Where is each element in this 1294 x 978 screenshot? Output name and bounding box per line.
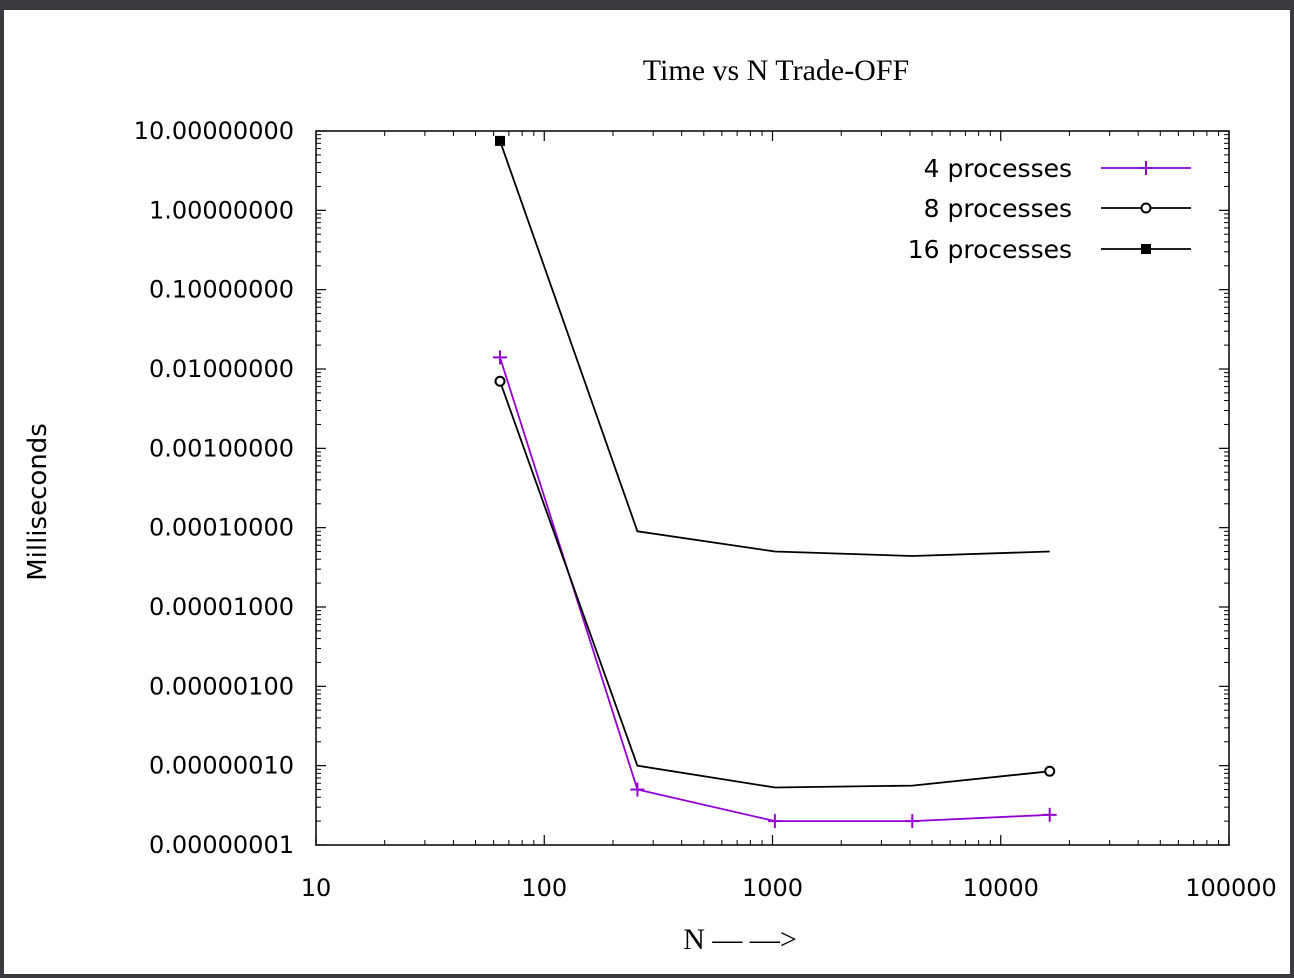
legend-marker-2 bbox=[1140, 202, 1152, 214]
plot-border bbox=[315, 130, 1230, 846]
legend-label-3: 16 processes bbox=[908, 235, 1072, 264]
x-axis-label: N — —> bbox=[683, 923, 797, 956]
legend-label-1: 4 processes bbox=[924, 154, 1072, 183]
y-tick-label: 1.00000000 bbox=[149, 196, 294, 224]
data-point bbox=[630, 782, 645, 797]
chart: Time vs N Trade-OFF Milliseconds N — —> … bbox=[23, 54, 1277, 956]
chart-frame: Time vs N Trade-OFF Milliseconds N — —> … bbox=[4, 10, 1290, 974]
y-tick-label: 0.10000000 bbox=[149, 276, 294, 304]
legend: 4 processes 8 processes 16 processes bbox=[908, 154, 1191, 264]
data-point bbox=[495, 135, 506, 146]
data-point bbox=[1044, 765, 1056, 777]
y-tick-label: 0.00100000 bbox=[149, 434, 294, 462]
x-tick-label: 100 bbox=[521, 874, 567, 902]
y-tick-label: 0.00010000 bbox=[149, 514, 294, 542]
y-tick-label: 0.00000001 bbox=[149, 831, 294, 859]
y-axis-label: Milliseconds bbox=[23, 423, 53, 581]
y-tick-label: 10.00000000 bbox=[134, 117, 294, 145]
data-point bbox=[905, 814, 920, 829]
y-tick-label: 0.01000000 bbox=[149, 355, 294, 383]
series-layer bbox=[493, 135, 1057, 829]
data-point bbox=[494, 375, 506, 387]
data-point bbox=[767, 814, 782, 829]
series-line-1 bbox=[499, 357, 1050, 822]
y-tick-label: 0.00000010 bbox=[149, 752, 294, 780]
axes-layer: 10.00000000 1.00000000 0.10000000 0.0100000… bbox=[134, 117, 1277, 902]
y-tick-label: 0.00001000 bbox=[149, 593, 294, 621]
x-tick-label: 100000 bbox=[1185, 874, 1277, 902]
series-line-3 bbox=[499, 140, 1050, 557]
x-tick-label: 10000 bbox=[963, 874, 1039, 902]
legend-label-2: 8 processes bbox=[924, 194, 1072, 223]
series-line-2 bbox=[499, 380, 1050, 789]
x-tick-label: 1000 bbox=[742, 874, 803, 902]
legend-marker-3 bbox=[1141, 244, 1151, 254]
chart-title: Time vs N Trade-OFF bbox=[643, 54, 909, 87]
y-tick-label: 0.00000100 bbox=[149, 672, 294, 700]
data-point bbox=[1042, 807, 1057, 822]
x-tick-label: 10 bbox=[301, 874, 332, 902]
data-point bbox=[493, 350, 508, 365]
legend-marker-1 bbox=[1139, 161, 1153, 175]
